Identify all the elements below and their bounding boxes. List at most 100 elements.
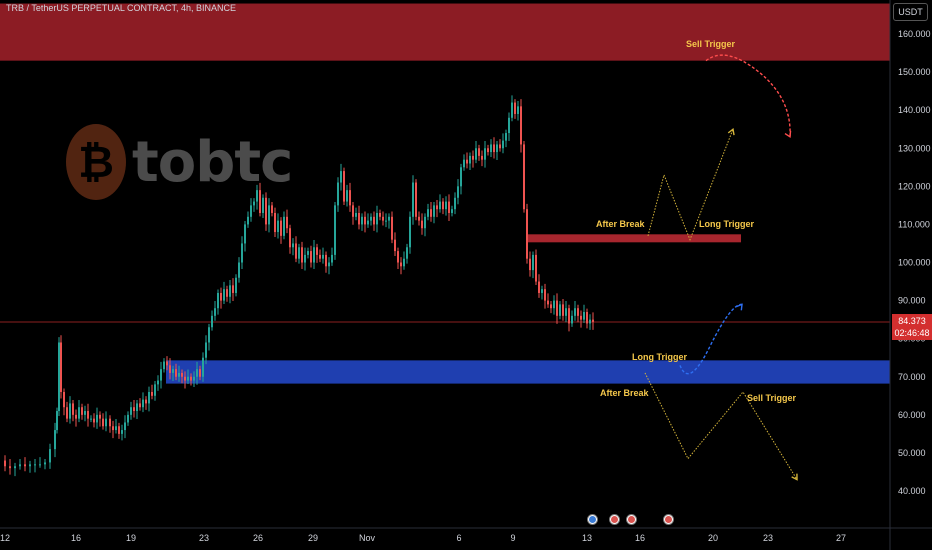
x-tick-label: 23 bbox=[763, 533, 773, 543]
candle-body bbox=[316, 247, 318, 255]
candle bbox=[124, 415, 126, 439]
candle bbox=[514, 99, 516, 119]
candle bbox=[84, 405, 86, 422]
resistance-zone bbox=[0, 3, 890, 61]
candle-body bbox=[529, 258, 531, 271]
candle-body bbox=[34, 464, 36, 466]
candle-body bbox=[96, 414, 98, 423]
candle-body bbox=[136, 403, 138, 412]
candle-body bbox=[448, 201, 450, 213]
candle bbox=[313, 240, 315, 269]
candle bbox=[58, 337, 60, 416]
candle-body bbox=[454, 197, 456, 210]
candle-body bbox=[352, 205, 354, 217]
us-flag-event-icon[interactable] bbox=[609, 514, 620, 525]
candle-body bbox=[196, 369, 198, 377]
candle-body bbox=[66, 407, 68, 419]
y-tick-label: 90.000 bbox=[898, 296, 926, 306]
candle-body bbox=[307, 251, 309, 255]
candle-body bbox=[496, 144, 498, 153]
candle-body bbox=[517, 106, 519, 114]
candle-body bbox=[93, 418, 95, 423]
candle-body bbox=[382, 216, 384, 221]
candle-body bbox=[127, 414, 129, 423]
candle bbox=[81, 403, 83, 420]
candle-body bbox=[226, 289, 228, 297]
candle bbox=[29, 460, 31, 473]
candle bbox=[256, 184, 258, 210]
candle-body bbox=[29, 464, 31, 467]
candle-body bbox=[259, 190, 261, 213]
candle-body bbox=[553, 300, 555, 309]
candle bbox=[105, 411, 107, 432]
candle-body bbox=[75, 414, 77, 419]
lightning-event-icon[interactable] bbox=[587, 514, 598, 525]
candle-body bbox=[87, 411, 89, 419]
candle bbox=[490, 139, 492, 158]
candle-body bbox=[400, 262, 402, 267]
candle bbox=[199, 365, 201, 381]
candle-body bbox=[457, 186, 459, 198]
candle bbox=[304, 247, 306, 271]
arrowhead-icon bbox=[727, 127, 735, 136]
candle bbox=[4, 455, 6, 472]
candle-body bbox=[214, 308, 216, 316]
candle bbox=[115, 419, 117, 434]
time-axis[interactable]: 12 16 19 23 26 29 Nov 6 9 13 16 20 23 27 bbox=[0, 527, 932, 543]
candle bbox=[169, 358, 171, 380]
candle-body bbox=[412, 182, 414, 217]
candle bbox=[39, 457, 41, 468]
candle bbox=[382, 211, 384, 226]
candle-body bbox=[550, 304, 552, 309]
candle bbox=[367, 213, 369, 228]
candle bbox=[448, 194, 450, 221]
candle bbox=[223, 281, 225, 305]
candle bbox=[337, 177, 339, 212]
candle bbox=[310, 245, 312, 268]
candle-body bbox=[63, 391, 65, 408]
annotation-long-trigger-top: Long Trigger bbox=[699, 219, 754, 229]
candle bbox=[343, 167, 345, 205]
candle-body bbox=[142, 399, 144, 408]
candle bbox=[136, 399, 138, 420]
candle bbox=[102, 413, 104, 430]
candle-body bbox=[397, 251, 399, 263]
candle bbox=[54, 422, 56, 458]
candle bbox=[316, 243, 318, 263]
candle bbox=[550, 300, 552, 314]
us-flag-event-icon[interactable] bbox=[626, 514, 637, 525]
us-flag-event-icon[interactable] bbox=[663, 514, 674, 525]
candle-body bbox=[349, 190, 351, 206]
candle-body bbox=[184, 376, 186, 381]
candle bbox=[96, 407, 98, 429]
candle bbox=[121, 424, 123, 441]
candle bbox=[19, 459, 21, 470]
y-tick-label: 140.000 bbox=[898, 105, 931, 115]
candle-body bbox=[44, 462, 46, 465]
y-tick-label: 160.000 bbox=[898, 29, 931, 39]
currency-unit-button[interactable]: USDT bbox=[893, 3, 928, 21]
candle-body bbox=[84, 411, 86, 415]
candle-body bbox=[493, 144, 495, 153]
candle bbox=[583, 304, 585, 324]
x-tick-label: 29 bbox=[308, 533, 318, 543]
candle-body bbox=[271, 205, 273, 213]
candle bbox=[163, 358, 165, 373]
candle bbox=[280, 217, 282, 244]
candle-body bbox=[313, 247, 315, 263]
candle bbox=[481, 150, 483, 167]
candle bbox=[133, 399, 135, 418]
candle bbox=[196, 361, 198, 385]
candle bbox=[445, 196, 447, 216]
candle-body bbox=[472, 155, 474, 160]
price-axis[interactable]: 40.00050.00060.00070.00080.00090.000100.… bbox=[889, 0, 931, 550]
candle bbox=[439, 194, 441, 213]
candle bbox=[571, 310, 573, 327]
candle bbox=[520, 99, 522, 153]
candle bbox=[14, 462, 16, 477]
candle bbox=[424, 213, 426, 237]
candle-body bbox=[250, 205, 252, 217]
candle-body bbox=[547, 300, 549, 305]
candle-body bbox=[99, 414, 101, 419]
